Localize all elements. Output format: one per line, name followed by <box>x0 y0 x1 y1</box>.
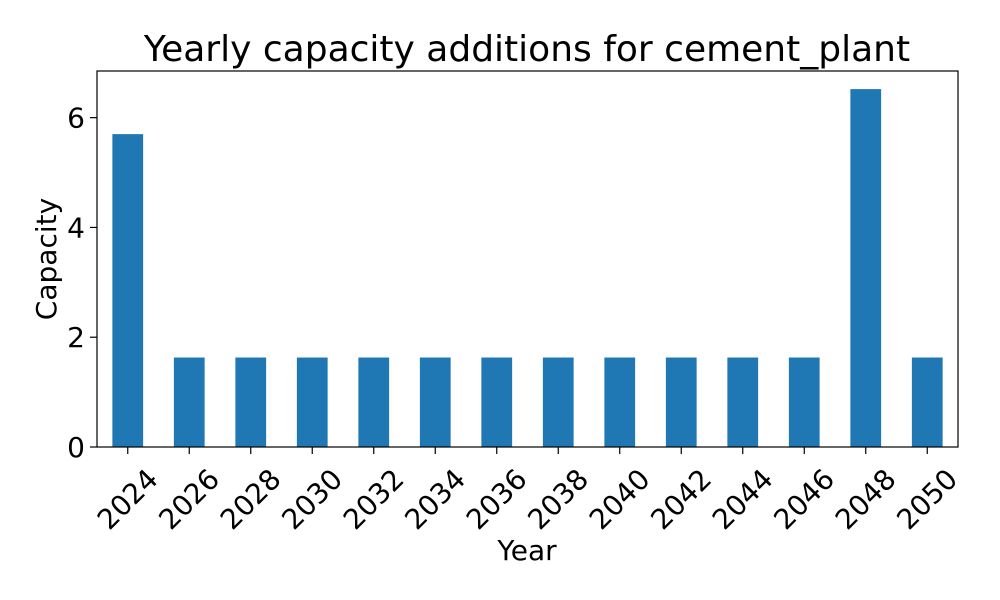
x-tick-label-2030: 2030 <box>275 462 349 536</box>
bar-2050 <box>911 357 943 447</box>
plot-frame <box>96 70 959 448</box>
bar-2040 <box>604 357 636 447</box>
x-tick-label-2038: 2038 <box>521 462 595 536</box>
x-tick-label-2046: 2046 <box>767 462 841 536</box>
y-tick-label-2: 2 <box>67 321 85 354</box>
x-tick-label-2050: 2050 <box>890 462 964 536</box>
x-tick-label-2044: 2044 <box>706 462 780 536</box>
bar-2026 <box>173 357 205 447</box>
bar-2024 <box>112 134 144 447</box>
bar-2042 <box>665 357 697 447</box>
bars-group <box>112 89 943 448</box>
x-tick-label-2034: 2034 <box>398 462 472 536</box>
bar-2030 <box>296 357 328 447</box>
x-tick-label-2048: 2048 <box>829 462 903 536</box>
x-tick-label-2032: 2032 <box>337 462 411 536</box>
x-tick-label-2036: 2036 <box>460 462 534 536</box>
bar-2044 <box>727 357 759 447</box>
chart-title: Yearly capacity additions for cement_pla… <box>143 29 910 70</box>
x-tick-label-2042: 2042 <box>644 462 718 536</box>
bar-2036 <box>481 357 513 447</box>
bar-2046 <box>788 357 820 447</box>
x-axis-label: Year <box>496 534 557 567</box>
x-tick-label-2028: 2028 <box>214 462 288 536</box>
x-tick-label-2026: 2026 <box>152 462 226 536</box>
bar-2034 <box>419 357 451 447</box>
y-tick-label-6: 6 <box>67 102 85 135</box>
y-axis: 0 2 4 6 <box>67 102 97 464</box>
y-axis-label: Capacity <box>30 198 63 320</box>
bar-2028 <box>235 357 267 447</box>
bar-2048 <box>850 89 882 448</box>
bar-2032 <box>358 357 390 447</box>
y-tick-label-0: 0 <box>67 431 85 464</box>
y-tick-label-4: 4 <box>67 211 85 244</box>
bar-2038 <box>542 357 574 447</box>
x-axis: 2024202620282030203220342036203820402042… <box>91 447 964 536</box>
x-tick-label-2040: 2040 <box>583 462 657 536</box>
x-tick-label-2024: 2024 <box>91 462 165 536</box>
